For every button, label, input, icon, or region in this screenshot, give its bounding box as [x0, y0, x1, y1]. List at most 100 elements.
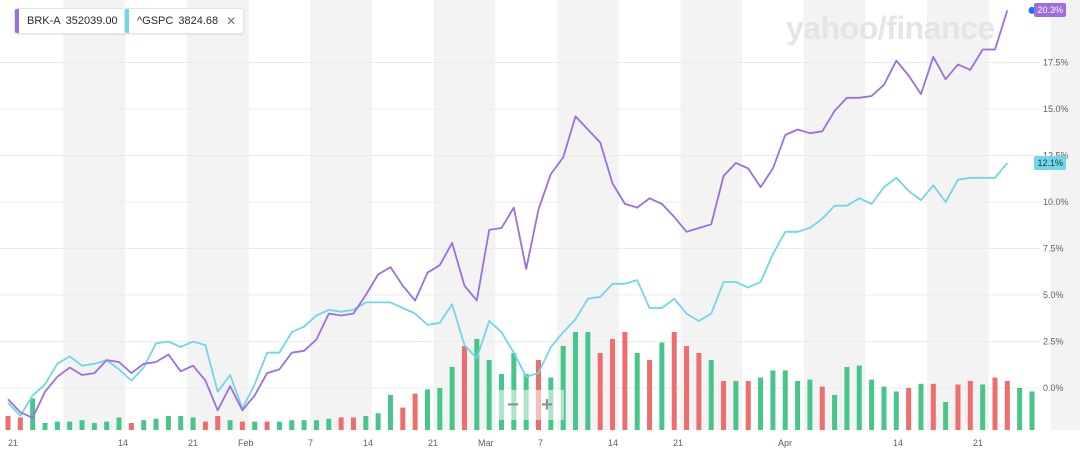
- x-tick-label: 21: [188, 438, 198, 448]
- volume-bar: [424, 389, 430, 430]
- brka-swatch: [15, 9, 19, 33]
- volume-bar: [1029, 391, 1035, 430]
- x-tick-label: Apr: [778, 438, 792, 448]
- legend-gspc[interactable]: ^GSPC 3824.68 ✕: [124, 8, 245, 34]
- week-band: [1050, 0, 1080, 430]
- volume-bar: [178, 416, 184, 430]
- volume-bar: [215, 416, 221, 430]
- weekly-bands: [63, 0, 1080, 430]
- volume-bar: [165, 416, 171, 430]
- week-band: [186, 0, 249, 430]
- volume-bar: [141, 420, 147, 430]
- y-tick-label: 0.0%: [1043, 383, 1064, 393]
- legend-value-brka: 352039.00: [65, 15, 118, 27]
- week-band: [927, 0, 989, 430]
- volume-bar: [634, 353, 640, 430]
- series-line-brka: [7, 10, 1009, 419]
- gspc-swatch: [125, 9, 129, 33]
- volume-bar: [573, 332, 579, 430]
- volume-bar: [264, 421, 270, 430]
- volume-bar: [943, 402, 949, 430]
- volume-bar: [869, 379, 875, 430]
- volume-bar: [437, 388, 443, 430]
- volume-bar: [906, 388, 912, 430]
- volume-bar: [190, 417, 196, 430]
- volume-bar: [758, 377, 764, 430]
- volume-bar: [955, 384, 961, 430]
- legend-symbol-brka: BRK-A: [27, 15, 61, 27]
- volume-bar: [202, 421, 208, 430]
- volume-bar: [461, 346, 467, 430]
- volume-bar: [930, 383, 936, 430]
- volume-bar: [647, 360, 653, 430]
- volume-bar: [252, 421, 258, 430]
- volume-bar: [659, 342, 665, 430]
- volume-bar: [770, 370, 776, 430]
- volume-bar: [289, 420, 295, 430]
- volume-bar: [239, 421, 245, 430]
- volume-bar: [992, 377, 998, 430]
- volume-bar: [721, 381, 727, 430]
- x-axis: 21 14 21 Feb 7 14 21 Mar 7 14 21 Apr 14 21: [8, 438, 983, 448]
- x-tick-label: 21: [8, 438, 18, 448]
- zoom-in-button[interactable]: +: [541, 393, 553, 416]
- volume-bar: [708, 360, 714, 430]
- y-tick-label: 5.0%: [1043, 290, 1064, 300]
- x-tick-label: 14: [608, 438, 618, 448]
- volume-bar: [474, 339, 480, 430]
- volume-bar: [622, 332, 628, 430]
- volume-bar: [30, 398, 36, 430]
- close-icon[interactable]: ✕: [226, 14, 237, 28]
- x-tick-label: 21: [673, 438, 683, 448]
- volume-bar: [313, 420, 319, 430]
- volume-bar: [856, 365, 862, 430]
- yahoo-finance-logo: yahoo/finance: [786, 10, 995, 46]
- volume-bar: [375, 413, 381, 430]
- volume-bar: [1017, 388, 1023, 430]
- volume-bar: [610, 339, 616, 430]
- legend-symbol-gspc: ^GSPC: [137, 15, 174, 27]
- y-tick-label: 12.5%: [1043, 151, 1069, 161]
- volume-bar: [17, 417, 23, 430]
- volume-bar: [967, 381, 973, 430]
- volume-bar: [684, 346, 690, 430]
- volume-bar: [116, 417, 122, 430]
- volume-bar: [795, 381, 801, 430]
- brka-last-badge: 20.3%: [1034, 3, 1066, 18]
- y-tick-label: 2.5%: [1043, 337, 1064, 347]
- y-tick-label: 7.5%: [1043, 244, 1064, 254]
- week-band: [803, 0, 866, 430]
- volume-bar: [363, 416, 369, 430]
- volume-bar: [67, 421, 73, 430]
- volume-bar: [1004, 381, 1010, 430]
- volume-bar: [42, 423, 48, 430]
- x-tick-label: 7: [538, 438, 543, 448]
- volume-bar: [5, 416, 11, 430]
- volume-bar: [807, 379, 813, 430]
- x-tick-label: 7: [308, 438, 313, 448]
- gspc-last-badge: 12.1%: [1034, 155, 1066, 170]
- zoom-out-button[interactable]: −: [507, 393, 519, 416]
- legend-value-gspc: 3824.68: [178, 15, 219, 27]
- volume-bar: [326, 418, 332, 430]
- x-tick-label: 14: [363, 438, 373, 448]
- volume-bar: [350, 417, 356, 430]
- week-band: [63, 0, 126, 430]
- series-lines: [7, 6, 1036, 419]
- volume-bar: [128, 423, 134, 430]
- x-tick-label: 21: [428, 438, 438, 448]
- volume-bar: [696, 353, 702, 430]
- volume-bar: [844, 367, 850, 430]
- volume-bar: [819, 386, 825, 430]
- volume-bar: [338, 417, 344, 430]
- volume-bar: [54, 421, 60, 430]
- volume-bar: [671, 332, 677, 430]
- x-tick-label: 14: [118, 438, 128, 448]
- legend-brka[interactable]: BRK-A 352039.00: [14, 8, 127, 34]
- volume-bar: [449, 367, 455, 430]
- volume-bar: [301, 420, 307, 430]
- y-tick-label: 17.5%: [1043, 58, 1069, 68]
- series-line-gspc: [7, 162, 1008, 417]
- volume-bar: [733, 381, 739, 430]
